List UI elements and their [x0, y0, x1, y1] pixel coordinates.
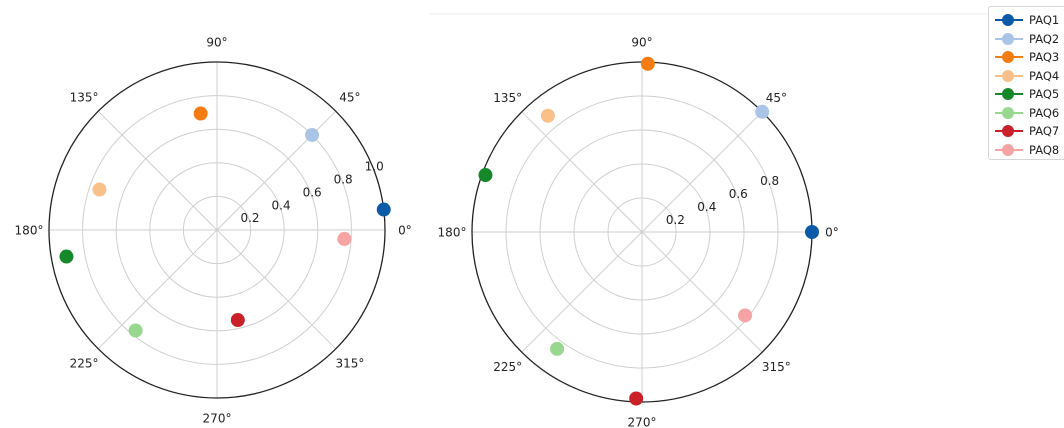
- theta-gridline: [641, 231, 763, 353]
- theta-tick-label: 180°: [15, 224, 44, 238]
- point-paq1: [376, 202, 391, 217]
- theta-gridline: [97, 229, 218, 350]
- r-tick-label: 0.6: [303, 185, 322, 199]
- point-paq3: [193, 106, 208, 121]
- legend-label: PAQ1: [1029, 13, 1060, 28]
- legend-label: PAQ5: [1029, 87, 1060, 102]
- legend-item-paq4: PAQ4: [995, 67, 1064, 86]
- legend-item-paq6: PAQ6: [995, 104, 1064, 123]
- legend-marker: [995, 32, 1023, 45]
- legend-item-paq7: PAQ7: [995, 122, 1064, 141]
- point-paq4: [92, 182, 107, 197]
- theta-tick-label: 135°: [70, 91, 99, 105]
- theta-tick-label: 0°: [398, 224, 412, 238]
- point-paq1: [805, 225, 819, 239]
- theta-tick-label: 45°: [766, 91, 787, 105]
- legend-marker: [995, 69, 1023, 82]
- legend-marker: [995, 106, 1023, 119]
- point-paq5: [478, 168, 493, 183]
- r-tick-label: 0.4: [697, 200, 716, 214]
- point-paq2: [305, 127, 320, 142]
- r-tick-label: 0.6: [729, 187, 748, 201]
- point-paq2: [755, 104, 770, 119]
- point-paq7: [629, 391, 644, 406]
- legend-label: PAQ3: [1029, 50, 1060, 65]
- legend-item-paq1: PAQ1: [995, 11, 1064, 30]
- point-paq3: [640, 56, 655, 71]
- legend-item-paq2: PAQ2: [995, 30, 1064, 49]
- r-tick-label: 0.4: [272, 198, 291, 212]
- polar-chart-1: 0° 45° 90° 135° 180° 225° 270° 315° 0.2 0.4 0.6 0.8…: [15, 36, 412, 426]
- point-paq7: [230, 313, 245, 328]
- polar-chart-2: 0° 45° 90° 135° 180° 225° 270° 315° 0.2 0.4 0.6 0.8: [438, 36, 839, 428]
- legend-marker: [995, 143, 1023, 156]
- theta-gridline: [641, 111, 763, 233]
- legend-label: PAQ8: [1029, 142, 1060, 157]
- point-paq5: [59, 249, 74, 264]
- point-paq6: [128, 323, 143, 338]
- theta-gridline: [521, 111, 643, 233]
- theta-gridline: [97, 110, 218, 231]
- legend: PAQ1 PAQ2 PAQ3 PAQ4 PAQ5 PAQ6 PAQ7 PAQ8: [988, 6, 1064, 160]
- legend-item-paq3: PAQ3: [995, 48, 1064, 67]
- theta-tick-label: 90°: [631, 36, 652, 50]
- theta-tick-label: 270°: [628, 416, 657, 428]
- legend-marker: [995, 125, 1023, 138]
- legend-label: PAQ7: [1029, 124, 1060, 139]
- point-paq6: [550, 341, 565, 356]
- r-tick-label: 0.2: [666, 213, 685, 227]
- point-paq8: [337, 231, 352, 246]
- polar-frame: [48, 61, 386, 399]
- r-tick-label: 0.8: [760, 174, 779, 188]
- theta-tick-label: 135°: [493, 91, 522, 105]
- r-tick-label: 0.2: [240, 211, 259, 225]
- legend-item-paq5: PAQ5: [995, 85, 1064, 104]
- point-paq8: [738, 308, 753, 323]
- legend-item-paq8: PAQ8: [995, 141, 1064, 160]
- theta-tick-label: 90°: [206, 36, 227, 50]
- legend-marker: [995, 14, 1023, 27]
- theta-gridline: [216, 229, 337, 350]
- theta-tick-label: 225°: [70, 356, 99, 370]
- legend-label: PAQ2: [1029, 31, 1060, 46]
- theta-tick-label: 0°: [825, 226, 839, 240]
- legend-marker: [995, 88, 1023, 101]
- theta-tick-label: 270°: [203, 412, 232, 426]
- theta-tick-label: 180°: [438, 226, 467, 240]
- legend-marker: [995, 51, 1023, 64]
- theta-tick-label: 45°: [339, 91, 360, 105]
- legend-label: PAQ6: [1029, 105, 1060, 120]
- theta-tick-label: 225°: [493, 360, 522, 374]
- theta-tick-label: 315°: [335, 356, 364, 370]
- r-tick-label: 1.0: [365, 160, 384, 174]
- point-paq4: [540, 108, 555, 123]
- legend-label: PAQ4: [1029, 68, 1060, 83]
- theta-gridline: [521, 231, 643, 353]
- theta-tick-label: 315°: [762, 360, 791, 374]
- r-tick-label: 0.8: [334, 173, 353, 187]
